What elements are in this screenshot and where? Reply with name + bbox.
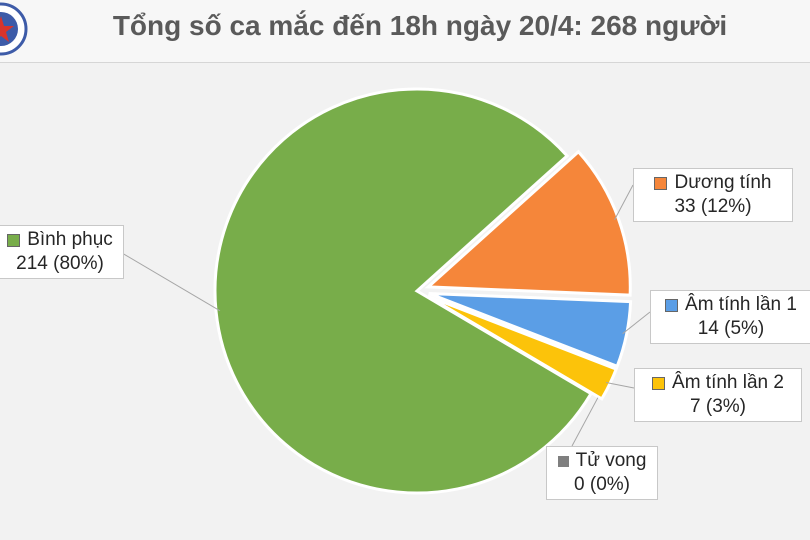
legend-swatch-tu-vong	[557, 455, 569, 467]
label-am-tinh-lan-1: Âm tính lần 1 14 (5%)	[650, 290, 810, 344]
label-value: 14 (5%)	[697, 318, 765, 339]
legend-swatch-binh-phuc	[7, 233, 21, 247]
pie-slice-duong-tinh	[424, 149, 632, 297]
leader-line-tu-vong	[571, 397, 599, 447]
legend-swatch-am-tinh-1	[665, 298, 679, 312]
label-name: Tử vong	[575, 450, 647, 471]
header-bar: Tổng số ca mắc đến 18h ngày 20/4: 268 ng…	[0, 0, 810, 63]
label-value: 7 (3%)	[690, 396, 746, 417]
page-title: Tổng số ca mắc đến 18h ngày 20/4: 268 ng…	[112, 10, 728, 41]
label-value: 33 (12%)	[674, 196, 752, 217]
label-value: 214 (80%)	[16, 253, 104, 274]
leader-line-duong-tinh	[614, 184, 634, 220]
label-am-tinh-lan-2: Âm tính lần 2 7 (3%)	[634, 368, 802, 422]
pie-slice-binh-phuc	[213, 87, 594, 495]
label-binh-phuc: Bình phục 214 (80%)	[0, 225, 124, 279]
label-name: Âm tính lần 2	[672, 372, 784, 393]
label-tu-vong: Tử vong 0 (0%)	[546, 446, 658, 500]
legend-swatch-am-tinh-2	[652, 376, 666, 390]
label-name: Bình phục	[27, 229, 113, 250]
label-name: Âm tính lần 1	[685, 294, 797, 315]
pie-slice-am-tinh-lan-2	[427, 294, 619, 401]
label-duong-tinh: Dương tính 33 (12%)	[633, 168, 793, 222]
leader-line-binh-phuc	[121, 252, 221, 312]
pie-slice-am-tinh-lan-1	[428, 291, 633, 369]
label-value: 0 (0%)	[574, 474, 630, 495]
ministry-logo-icon	[0, 2, 28, 61]
leader-line-am-tinh-lan-1	[622, 311, 651, 335]
leader-line-am-tinh-lan-2	[605, 382, 635, 389]
legend-swatch-duong-tinh	[654, 176, 668, 190]
label-name: Dương tính	[674, 172, 772, 193]
